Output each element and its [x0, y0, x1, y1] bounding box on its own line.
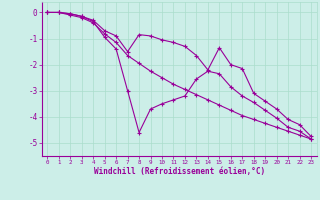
X-axis label: Windchill (Refroidissement éolien,°C): Windchill (Refroidissement éolien,°C) [94, 167, 265, 176]
